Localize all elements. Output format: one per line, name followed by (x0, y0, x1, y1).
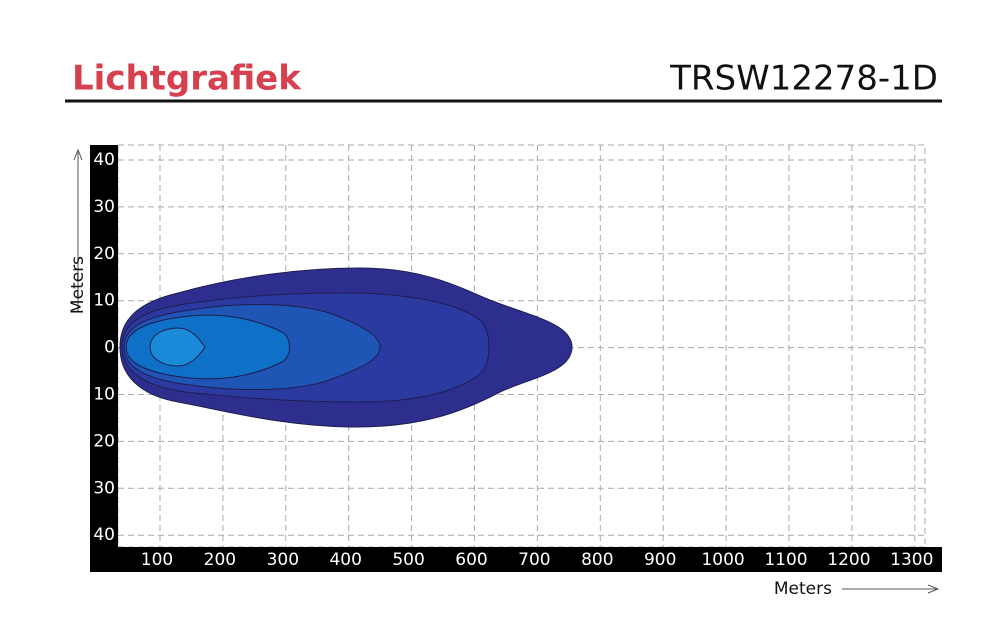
y-tick-label: 40 (93, 150, 115, 170)
x-tick-label: 600 (455, 550, 487, 570)
y-tick-label: 30 (93, 197, 115, 217)
x-tick-label: 400 (329, 550, 361, 570)
x-tick-label: 500 (392, 550, 424, 570)
contour (149, 327, 206, 367)
title: Lichtgrafiek (72, 59, 302, 99)
y-tick-label: 20 (93, 431, 115, 451)
y-tick-label: 30 (93, 478, 115, 498)
x-tick-label: 1300 (890, 550, 933, 570)
y-tick-label: 40 (93, 525, 115, 545)
y-arrow (73, 148, 83, 312)
x-tick-label: 700 (518, 550, 550, 570)
x-tick-label: 1100 (764, 550, 807, 570)
y-axis-label: Meters (68, 256, 88, 314)
y-tick-label: 0 (104, 338, 115, 358)
x-tick-label: 900 (644, 550, 676, 570)
y-tick-label: 10 (93, 291, 115, 311)
x-tick-label: 200 (204, 550, 236, 570)
x-tick-label: 300 (267, 550, 299, 570)
x-axis-label: Meters (774, 579, 832, 599)
y-tick-label: 10 (93, 385, 115, 405)
x-tick-label: 1000 (701, 550, 744, 570)
model: TRSW12278-1D (669, 59, 938, 99)
y-tick-label: 20 (93, 244, 115, 264)
x-tick-label: 800 (581, 550, 613, 570)
x-tick-label: 1200 (827, 550, 870, 570)
x-arrow (842, 584, 940, 594)
x-tick-label: 100 (141, 550, 173, 570)
x-axis-bar (90, 547, 942, 572)
y-axis-bar (90, 145, 118, 572)
beam (119, 267, 573, 428)
